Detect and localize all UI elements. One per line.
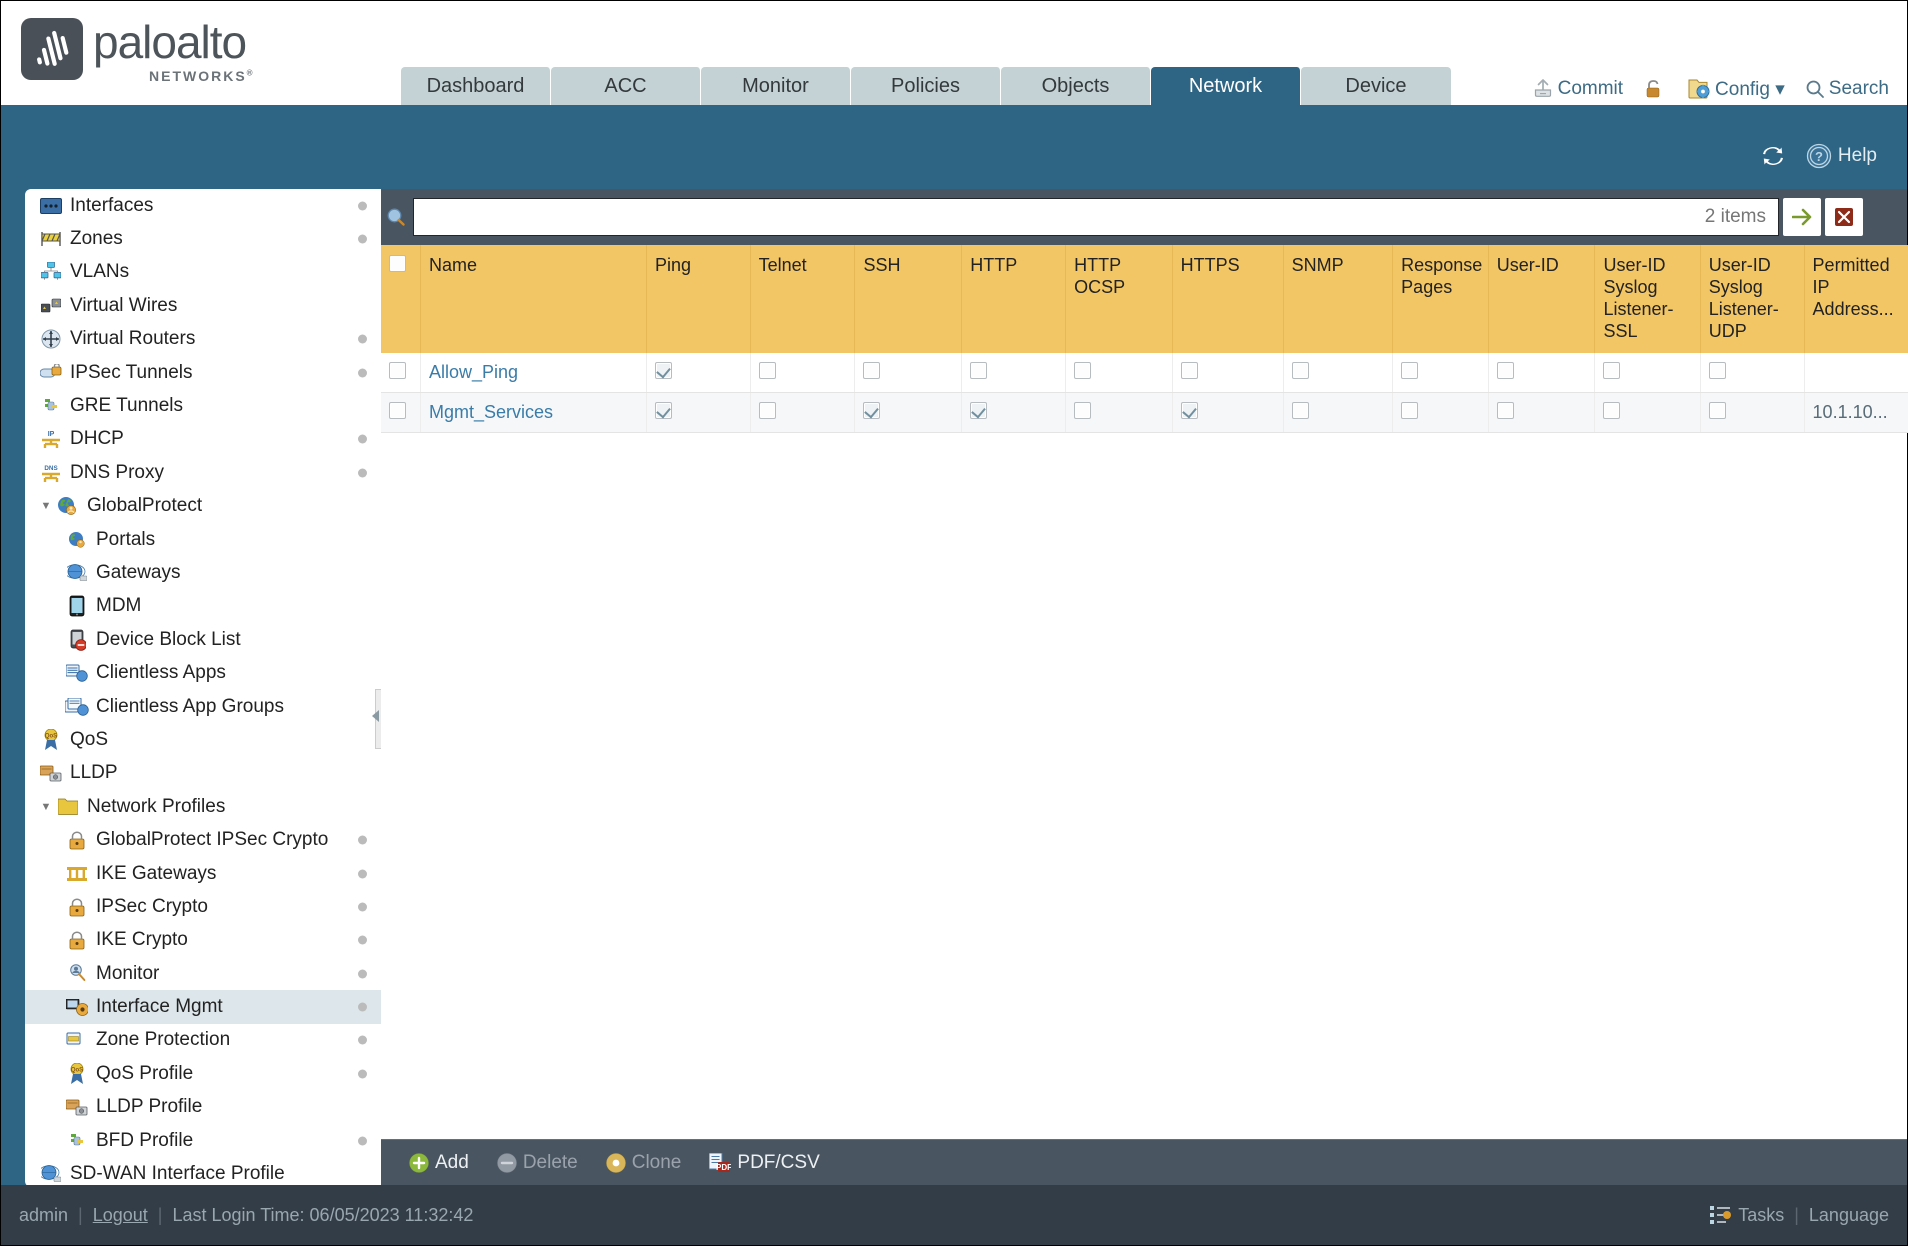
svg-text:?: ?: [1815, 149, 1823, 164]
svg-text:PDF: PDF: [716, 1163, 731, 1172]
svg-text:QoS: QoS: [71, 1067, 83, 1073]
svg-text:IP: IP: [48, 431, 55, 438]
svg-text:QoS: QoS: [45, 733, 57, 739]
svg-text:DNS: DNS: [44, 465, 57, 472]
